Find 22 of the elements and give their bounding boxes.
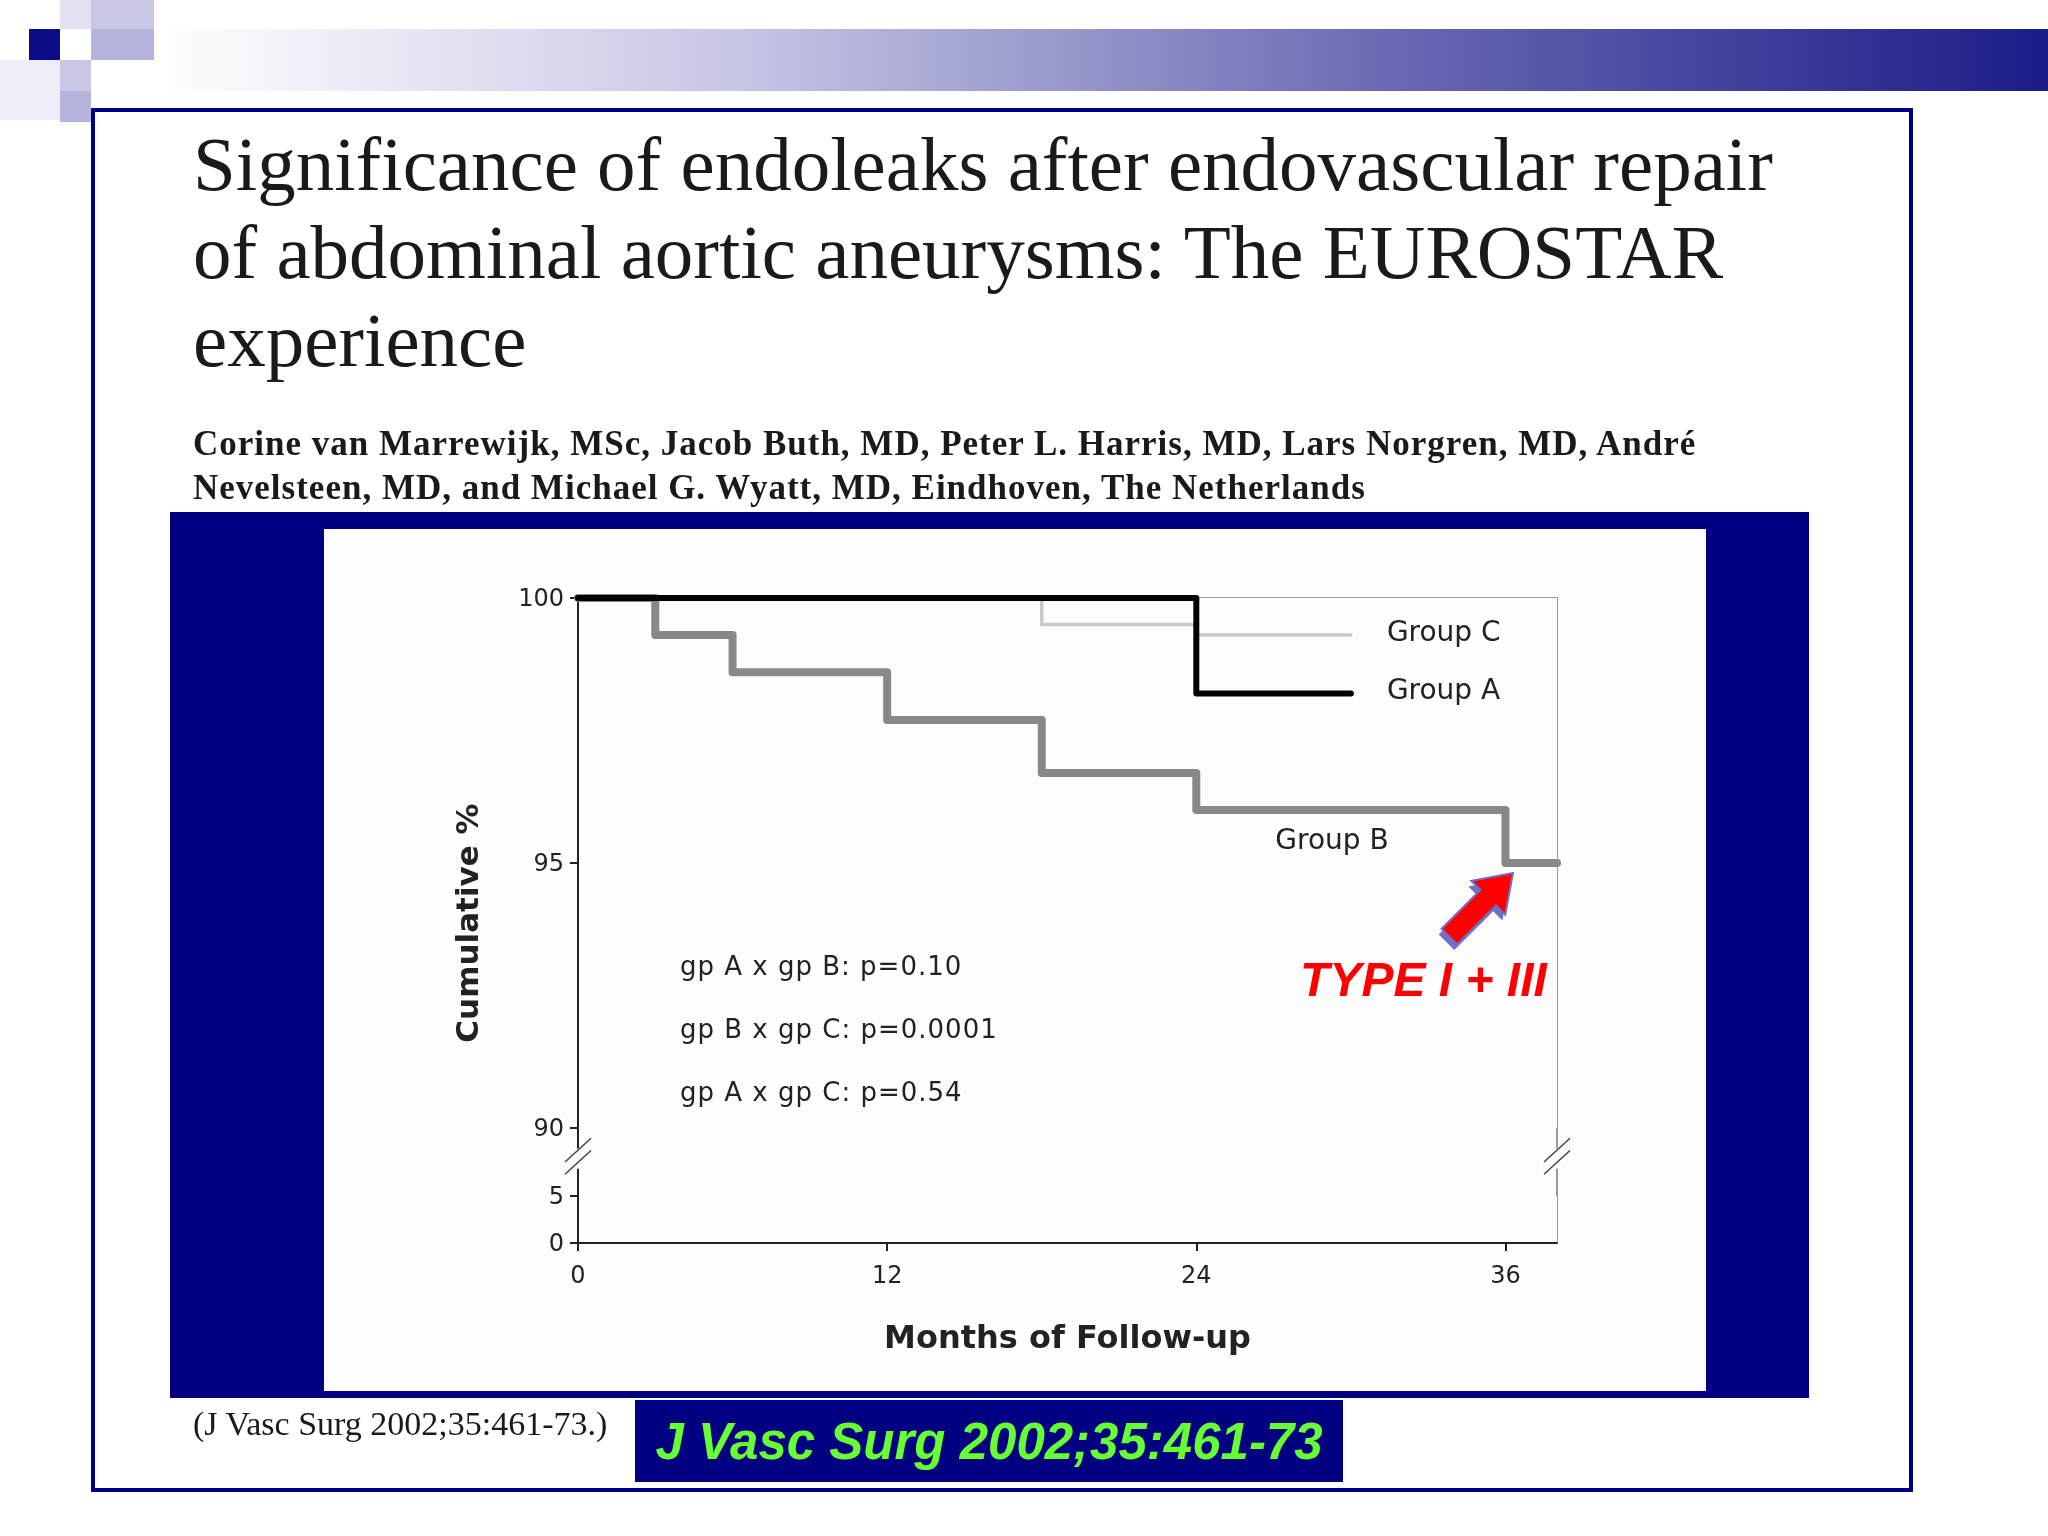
citation-box: J Vasc Surg 2002;35:461-73 <box>635 1400 1343 1482</box>
x-tick-label: 36 <box>1490 1261 1521 1289</box>
y-tick-label: 95 <box>533 849 564 877</box>
x-tick-label: 24 <box>1181 1261 1212 1289</box>
y-tick-label: 0 <box>548 1229 564 1257</box>
x-tick-label: 12 <box>871 1261 903 1289</box>
annotation: TYPE I + III <box>1300 951 1547 1007</box>
annotation: gp A x gp B: p=0.10 <box>680 951 963 981</box>
x-tick-label: 0 <box>570 1261 586 1289</box>
chart-subtitle: Corine van Marrewijk, MSc, Jacob Buth, MD, Peter L. Harris, MD, Lars Norgren, MD, André Nevelsteen, MD, and Michael G. Wyatt, MD, Eindhoven, The Netherlands <box>193 423 1698 509</box>
y-axis-title: Cumulative % <box>448 803 485 1043</box>
y-tick-label: 100 <box>518 584 564 612</box>
annotation: gp A x gp C: p=0.54 <box>680 1077 963 1107</box>
series-label: Group A <box>1386 672 1501 706</box>
text: (J Vasc Surg 2002;35:461-73.) <box>193 1405 608 1443</box>
x-axis-title: Months of Follow-up <box>884 1318 1251 1356</box>
y-tick-label: 90 <box>533 1114 564 1142</box>
y-tick-label: 5 <box>548 1182 564 1210</box>
series-label: Group B <box>1275 822 1389 856</box>
annotation: gp B x gp C: p=0.0001 <box>680 1014 998 1044</box>
series-label: Group C <box>1386 614 1501 648</box>
chart-title: Significance of endoleaks after endovascular repair of abdominal aortic aneurysms: The EUROSTAR experience <box>193 120 1774 384</box>
